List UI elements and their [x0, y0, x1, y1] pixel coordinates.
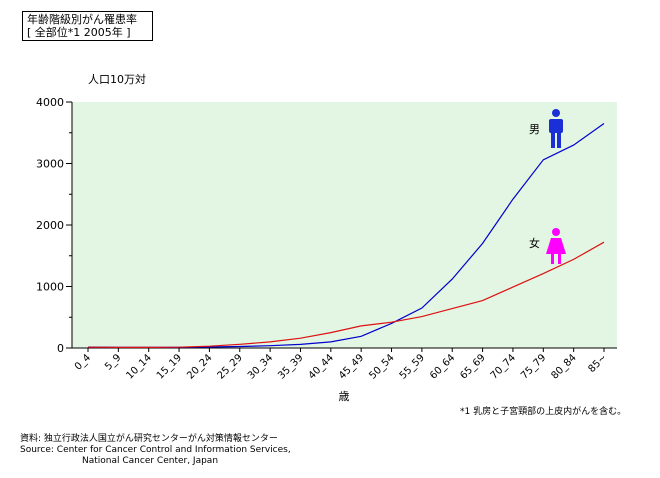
title-box: 年齢階級別がん罹患率 [ 全部位*1 2005年 ] [22, 11, 153, 41]
series-line-female [87, 241, 605, 348]
x-tick-label: 65_69 [458, 352, 487, 381]
chart-title: 年齢階級別がん罹患率 [27, 13, 137, 26]
x-tick-label: 10_14 [125, 352, 154, 381]
x-tick-label: 5_9 [103, 352, 123, 372]
y-tick-label: 2000 [36, 219, 64, 232]
female-icon [546, 228, 566, 264]
y-tick-label: 4000 [36, 96, 64, 109]
male-icon [549, 109, 563, 148]
y-tick-label: 1000 [36, 281, 64, 294]
source-line-2: Source: Center for Cancer Control and In… [20, 445, 291, 455]
y-tick-label: 3000 [36, 158, 64, 171]
legend-male-label: 男 [529, 123, 540, 136]
x-tick-label: 30_34 [246, 352, 275, 381]
x-tick-label: 85~ [586, 352, 609, 375]
x-tick-label: 40_44 [307, 352, 336, 381]
x-tick-label: 50_54 [367, 352, 396, 381]
x-tick-label: 20_24 [185, 352, 214, 381]
x-tick-label: 55_59 [398, 352, 427, 381]
x-tick-label: 60_64 [428, 352, 457, 381]
y-tick-label: 0 [57, 342, 64, 355]
plot-area [72, 102, 617, 348]
y-axis-label: 人口10万対 [88, 72, 146, 86]
x-tick-label: 25_29 [216, 352, 245, 381]
x-tick-label: 45_49 [337, 352, 366, 381]
x-tick-label: 15_19 [155, 352, 184, 381]
x-tick-label: 75_79 [519, 352, 548, 381]
x-axis-label: 歳 [339, 390, 350, 403]
x-tick-label: 80_84 [549, 352, 578, 381]
chart-subtitle: [ 全部位*1 2005年 ] [27, 26, 131, 39]
x-tick-label: 0_4 [73, 352, 93, 372]
source-note: 資料: 独立行政法人国立がん研究センターがん対策情報センター Source: C… [20, 434, 291, 467]
footnote: *1 乳房と子宮頸部の上皮内がんを含む。 [460, 407, 627, 417]
source-line-1: 資料: 独立行政法人国立がん研究センターがん対策情報センター [20, 434, 278, 444]
x-tick-label: 35_39 [276, 352, 305, 381]
source-line-3: National Cancer Center, Japan [82, 456, 219, 466]
x-tick-label: 70_74 [489, 352, 518, 381]
legend-female-label: 女 [529, 236, 540, 250]
